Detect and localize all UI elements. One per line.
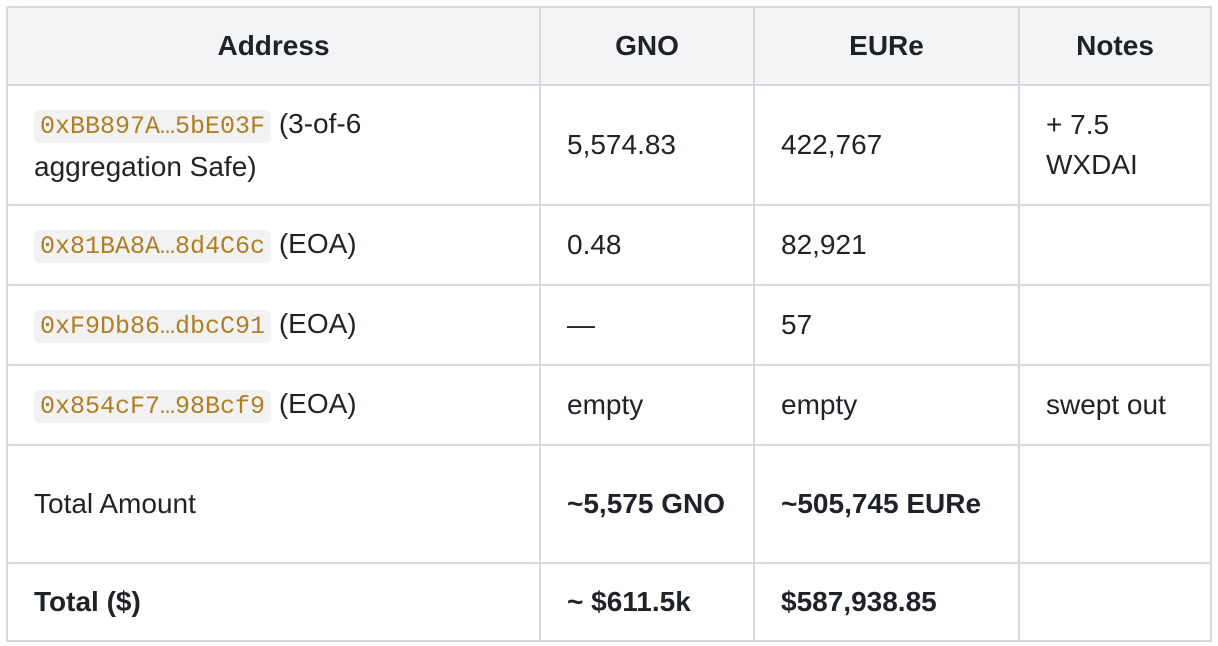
header-cell: GNO bbox=[539, 6, 755, 86]
cell-text: swept out bbox=[1046, 389, 1166, 420]
table-row: Total ($) ~ $611.5k $587,938.85 bbox=[6, 562, 1212, 642]
table-cell: 57 bbox=[753, 284, 1020, 366]
table-row: Total Amount ~5,575 GNO ~505,745 EURe bbox=[6, 444, 1212, 564]
header-row: Address GNO EURe Notes bbox=[6, 6, 1212, 86]
table-row: 0x81BA8A…8d4C6c (EOA) 0.48 82,921 bbox=[6, 204, 1212, 286]
table-cell: + 7.5 WXDAI bbox=[1018, 84, 1212, 206]
cell-text: $587,938.85 bbox=[781, 586, 937, 617]
table-cell bbox=[1018, 444, 1212, 564]
table-row: 0xF9Db86…dbcC91 (EOA) — 57 bbox=[6, 284, 1212, 366]
table-cell: 0x81BA8A…8d4C6c (EOA) bbox=[6, 204, 541, 286]
table-cell: ~505,745 EURe bbox=[753, 444, 1020, 564]
table-cell: 5,574.83 bbox=[539, 84, 755, 206]
table-cell: 0x854cF7…98Bcf9 (EOA) bbox=[6, 364, 541, 446]
table-cell: 0.48 bbox=[539, 204, 755, 286]
table-cell bbox=[1018, 284, 1212, 366]
cell-text: ~505,745 EURe bbox=[781, 488, 982, 519]
table-cell bbox=[1018, 562, 1212, 642]
address-code: 0x81BA8A…8d4C6c bbox=[34, 229, 272, 263]
address-code: 0x854cF7…98Bcf9 bbox=[34, 389, 272, 423]
table-cell: 0xBB897A…5bE03F (3-of-6 aggregation Safe… bbox=[6, 84, 541, 206]
cell-text: Total ($) bbox=[34, 586, 141, 617]
table-cell: 0xF9Db86…dbcC91 (EOA) bbox=[6, 284, 541, 366]
table-cell: 82,921 bbox=[753, 204, 1020, 286]
table-cell: ~ $611.5k bbox=[539, 562, 755, 642]
table-cell: swept out bbox=[1018, 364, 1212, 446]
cell-text: ~5,575 GNO bbox=[567, 488, 725, 519]
table-row: 0x854cF7…98Bcf9 (EOA) empty empty swept out bbox=[6, 364, 1212, 446]
table-cell: Total ($) bbox=[6, 562, 541, 642]
cell-text: ~ $611.5k bbox=[567, 586, 691, 617]
table-cell: — bbox=[539, 284, 755, 366]
address-label: (3-of-6 aggregation Safe) bbox=[34, 107, 362, 182]
header-cell: Address bbox=[6, 6, 541, 86]
table-cell: empty bbox=[753, 364, 1020, 446]
table-cell: Total Amount bbox=[6, 444, 541, 564]
table-cell: ~5,575 GNO bbox=[539, 444, 755, 564]
table-row: 0xBB897A…5bE03F (3-of-6 aggregation Safe… bbox=[6, 84, 1212, 206]
address-code: 0xF9Db86…dbcC91 bbox=[34, 309, 272, 343]
table-body: 0xBB897A…5bE03F (3-of-6 aggregation Safe… bbox=[6, 84, 1212, 642]
header-cell: Notes bbox=[1018, 6, 1212, 86]
cell-text: empty bbox=[781, 389, 858, 420]
cell-text: — bbox=[567, 309, 595, 340]
header-cell: EURe bbox=[753, 6, 1020, 86]
cell-text: + 7.5 WXDAI bbox=[1046, 109, 1138, 180]
cell-text: 5,574.83 bbox=[567, 129, 676, 160]
address-code: 0xBB897A…5bE03F bbox=[34, 109, 272, 143]
cell-text: Total Amount bbox=[34, 488, 196, 519]
address-label: (EOA) bbox=[278, 387, 357, 419]
cell-text: 57 bbox=[781, 309, 813, 340]
table-cell: empty bbox=[539, 364, 755, 446]
address-label: (EOA) bbox=[278, 307, 357, 339]
balances-table: Address GNO EURe Notes 0xBB897A…5bE03F (… bbox=[6, 6, 1212, 642]
table-cell: $587,938.85 bbox=[753, 562, 1020, 642]
table-cell: 422,767 bbox=[753, 84, 1020, 206]
table-cell bbox=[1018, 204, 1212, 286]
cell-text: 0.48 bbox=[567, 229, 622, 260]
address-label: (EOA) bbox=[278, 227, 357, 259]
cell-text: 82,921 bbox=[781, 229, 867, 260]
cell-text: 422,767 bbox=[781, 129, 883, 160]
cell-text: empty bbox=[567, 389, 644, 420]
